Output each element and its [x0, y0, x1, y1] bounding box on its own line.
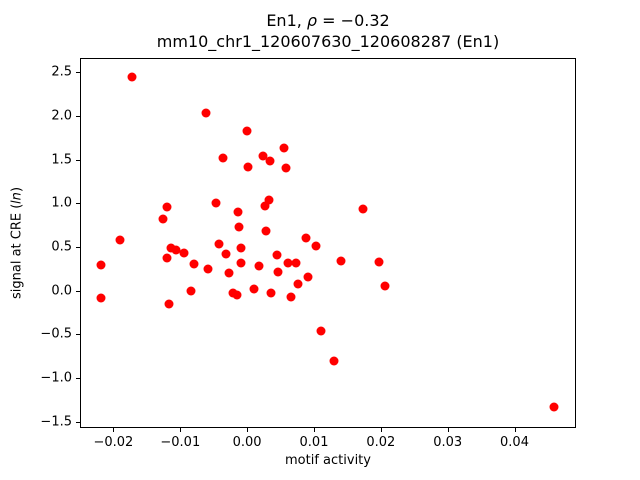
scatter-point: [283, 258, 293, 268]
scatter-point: [234, 222, 244, 232]
scatter-point: [232, 290, 242, 300]
x-tick-mark: [314, 428, 315, 432]
scatter-point: [162, 202, 172, 212]
x-tick-label: −0.02: [93, 435, 134, 450]
scatter-point: [336, 256, 346, 266]
scatter-point: [303, 272, 313, 282]
scatter-point: [96, 293, 106, 303]
scatter-point: [272, 250, 282, 260]
x-tick-mark: [113, 428, 115, 432]
scatter-point: [311, 241, 321, 251]
scatter-point: [179, 248, 189, 258]
y-tick-mark: [76, 334, 80, 336]
scatter-point: [242, 126, 252, 136]
scatter-point: [115, 235, 125, 245]
scatter-point: [224, 268, 234, 278]
y-tick-mark: [76, 378, 80, 380]
y-tick-label: 2.5: [51, 64, 72, 80]
scatter-point: [249, 284, 259, 294]
scatter-point: [211, 198, 221, 208]
x-tick-mark: [247, 428, 249, 432]
y-tick-label: −0.5: [40, 326, 72, 342]
scatter-point: [164, 299, 174, 309]
y-axis-label-ln: ln: [9, 191, 25, 204]
y-tick-label: −1.5: [40, 414, 72, 430]
scatter-point: [293, 279, 303, 289]
x-tick-mark: [514, 428, 516, 432]
x-tick-mark: [447, 428, 449, 432]
scatter-point: [301, 233, 311, 243]
x-tick-mark: [180, 428, 182, 432]
y-axis-label-suffix: ): [9, 186, 25, 192]
x-tick-label: −0.01: [160, 435, 201, 450]
plot-area: [80, 58, 576, 428]
y-tick-mark: [76, 72, 80, 73]
y-tick-mark: [76, 203, 80, 205]
scatter-point: [221, 249, 231, 259]
y-tick-label: −1.0: [40, 370, 72, 386]
y-tick-label: 1.0: [51, 195, 72, 211]
scatter-point: [201, 108, 211, 118]
scatter-point: [186, 286, 196, 296]
scatter-point: [380, 281, 390, 290]
scatter-point: [203, 264, 213, 274]
y-tick-mark: [76, 421, 80, 423]
scatter-point: [291, 258, 301, 268]
y-axis-label-prefix: signal at CRE (: [9, 203, 25, 300]
scatter-point: [218, 153, 228, 163]
y-tick-label: 1.5: [51, 152, 72, 167]
scatter-point: [258, 151, 268, 161]
scatter-point: [316, 326, 326, 336]
scatter-point: [260, 201, 270, 211]
scatter-point: [233, 207, 243, 217]
scatter-point: [273, 267, 283, 277]
x-tick-label: 0.03: [433, 435, 463, 450]
scatter-point: [162, 253, 172, 263]
scatter-point: [214, 239, 224, 249]
y-tick-label: 0.0: [51, 283, 72, 299]
title-region-label: mm10_chr1_120607630_120608287 (En1): [156, 32, 500, 51]
x-tick-label: 0.00: [232, 435, 262, 450]
scatter-point: [236, 243, 246, 253]
scatter-point: [261, 226, 271, 236]
y-tick-label: 0.5: [51, 239, 72, 255]
title-correlation-value: = −0.32: [317, 11, 390, 30]
scatter-point: [358, 204, 368, 214]
x-axis-label: motif activity: [285, 453, 371, 468]
y-tick-mark: [76, 290, 80, 292]
scatter-point: [281, 163, 291, 173]
y-tick-label: 2.0: [51, 108, 72, 124]
title-gene-label: En1,: [266, 11, 307, 30]
x-tick-label: 0.02: [366, 435, 396, 450]
scatter-point: [96, 260, 106, 270]
scatter-point: [264, 195, 274, 205]
scatter-point: [374, 257, 384, 267]
scatter-point: [243, 162, 253, 172]
y-tick-mark: [76, 246, 80, 248]
scatter-point: [158, 214, 168, 224]
x-tick-mark: [380, 428, 382, 432]
scatter-point: [171, 245, 181, 255]
rho-symbol: ρ: [306, 11, 318, 30]
scatter-point: [266, 288, 276, 298]
chart-title-line2: mm10_chr1_120607630_120608287 (En1): [80, 32, 576, 52]
chart-title-line1: En1, ρ = −0.32: [80, 11, 576, 31]
x-tick-label: 0.01: [299, 435, 329, 450]
scatter-point: [549, 402, 559, 412]
y-tick-mark: [76, 159, 80, 161]
y-tick-mark: [76, 115, 80, 117]
scatter-point: [127, 72, 137, 82]
scatter-point: [166, 243, 176, 253]
x-tick-label: 0.04: [500, 435, 529, 450]
scatter-point: [279, 143, 289, 153]
scatter-point: [189, 259, 199, 269]
scatter-point: [254, 261, 264, 271]
scatter-point: [265, 156, 274, 165]
scatter-point: [329, 356, 339, 366]
scatter-point: [236, 258, 246, 268]
scatter-point: [286, 292, 296, 302]
